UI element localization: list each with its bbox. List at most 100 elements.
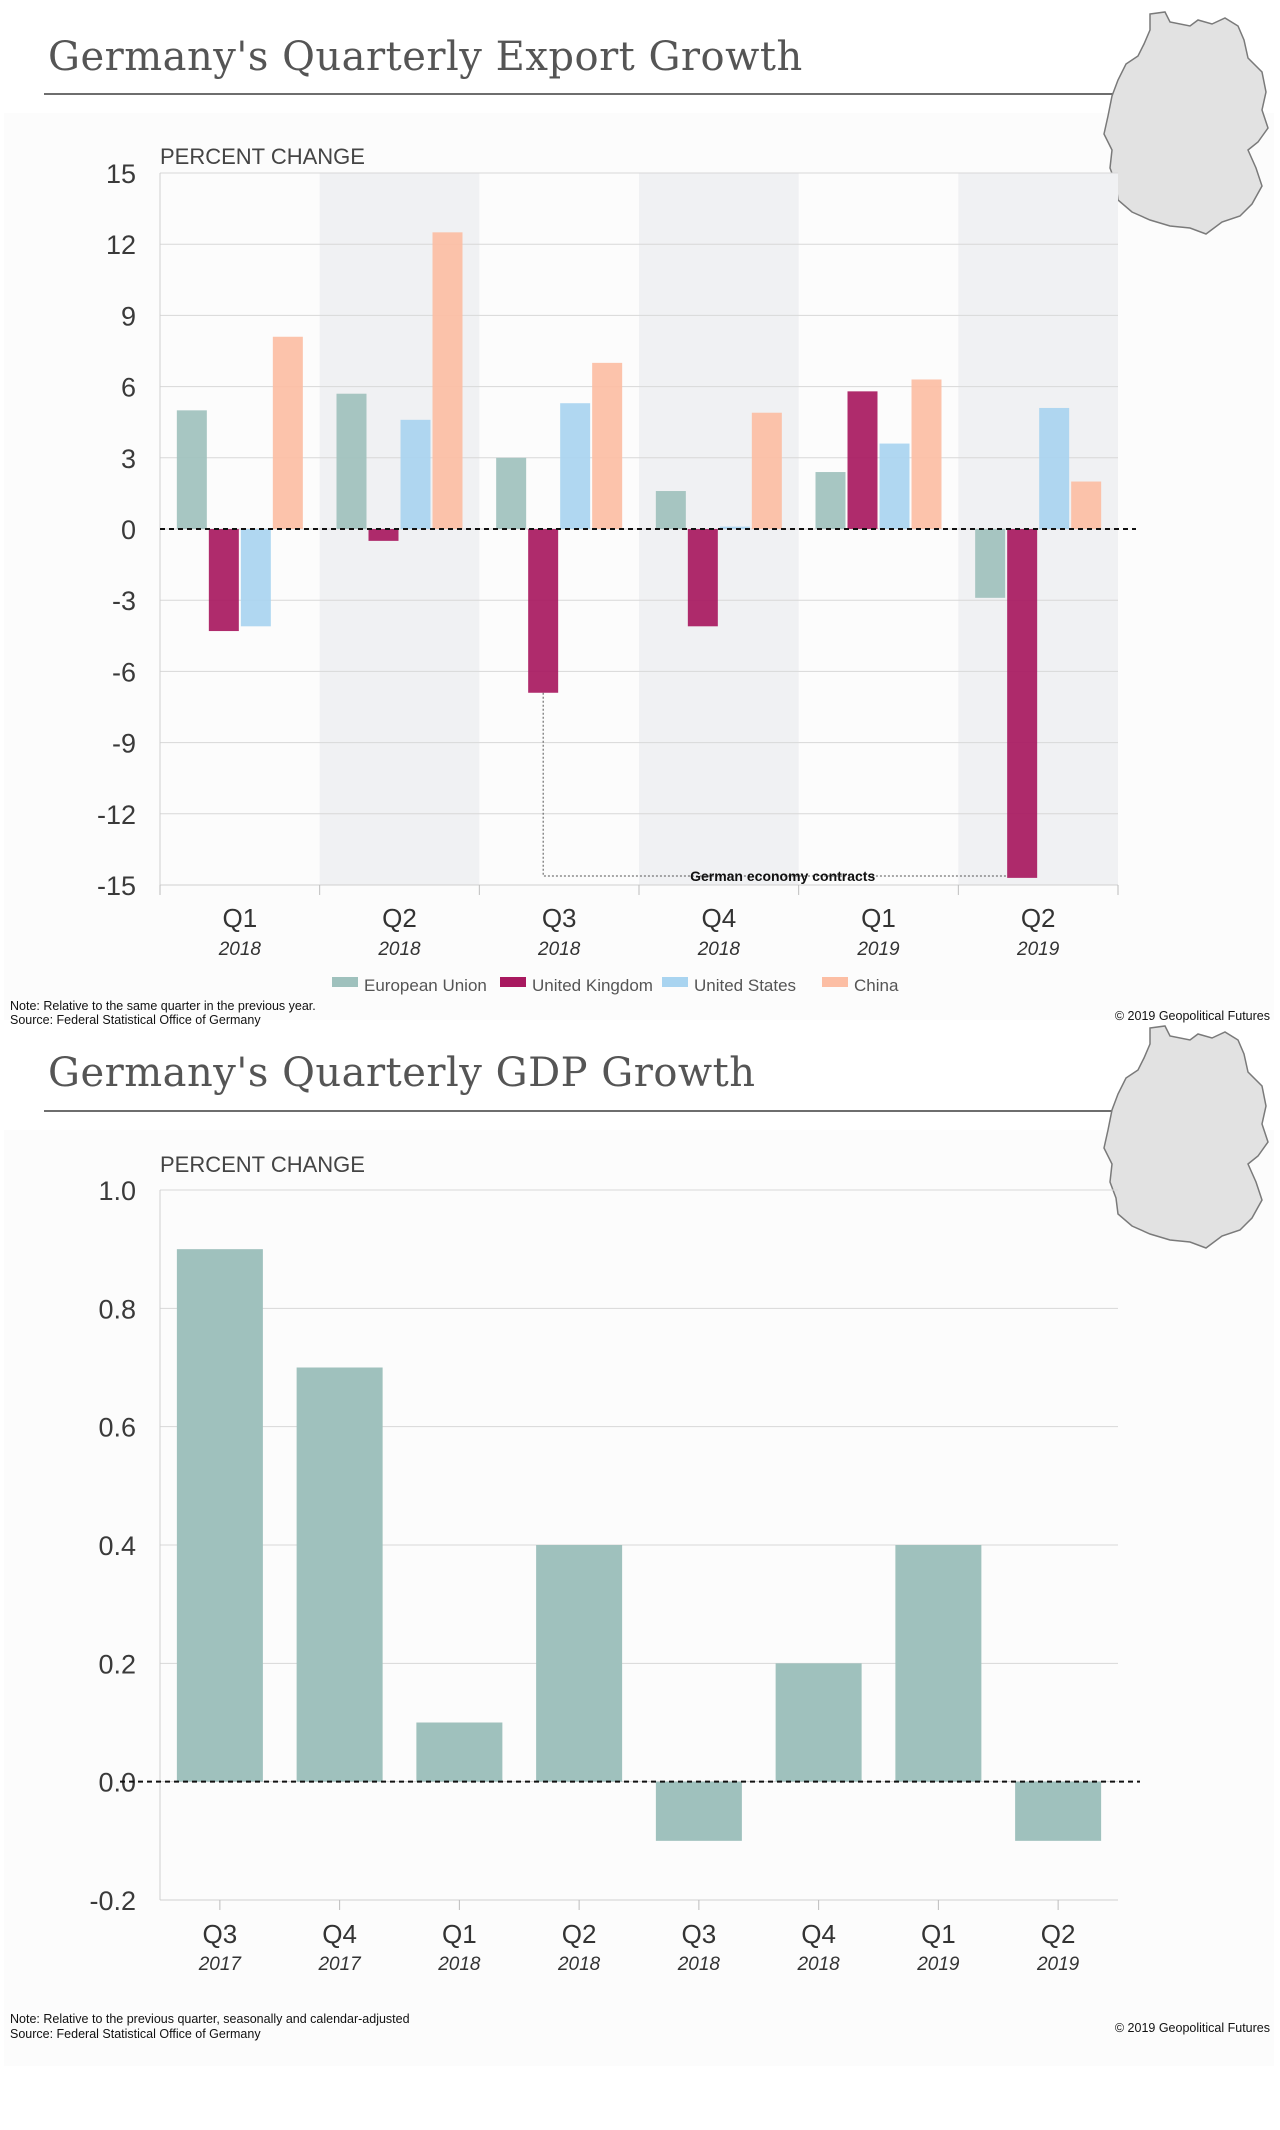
x-tick-label: Q3 <box>203 1919 238 1949</box>
y-axis-title: PERCENT CHANGE <box>160 144 365 169</box>
x-tick-label: Q1 <box>861 903 896 933</box>
x-tick-label: Q1 <box>442 1919 477 1949</box>
y-tick-label: 0.0 <box>98 1768 136 1798</box>
y-tick-label: 0.4 <box>98 1531 136 1561</box>
x-tick-label: Q4 <box>801 1919 836 1949</box>
x-tick-year: 2019 <box>856 939 900 960</box>
x-tick-year: 2019 <box>1016 939 1060 960</box>
x-tick-label: Q2 <box>382 903 417 933</box>
bar-united-kingdom <box>687 529 718 627</box>
chart-note: Note: Relative to the same quarter in th… <box>10 999 316 1013</box>
chart-source: Source: Federal Statistical Office of Ge… <box>10 1013 261 1027</box>
bar-united-kingdom <box>1007 529 1038 878</box>
title-rule <box>44 1110 1124 1112</box>
y-tick-label: -0.2 <box>89 1886 136 1916</box>
x-tick-year: 2018 <box>557 1954 601 1975</box>
contraction-annotation: German economy contracts <box>542 692 1008 884</box>
bar-united-states <box>719 526 750 529</box>
x-tick-year: 2017 <box>317 1954 362 1975</box>
bar-gdp <box>1015 1781 1102 1841</box>
legend-label: United States <box>694 976 796 995</box>
y-tick-label: 12 <box>106 230 136 260</box>
gdp-chart: PERCENT CHANGE 1.0 0.8 0.6 0.4 0.2 0.0 -0.2 Q3… <box>10 1025 1270 2041</box>
legend-swatch <box>332 977 358 987</box>
chart-source: Source: Federal Statistical Office of Ge… <box>10 2027 261 2041</box>
x-tick-year: 2018 <box>697 939 741 960</box>
x-tick-label: Q1 <box>921 1919 956 1949</box>
x-tick-year: 2018 <box>218 939 262 960</box>
title-rule <box>44 93 1124 95</box>
bar-gdp <box>536 1545 623 1782</box>
bar-gdp <box>655 1781 742 1841</box>
copyright: © 2019 Geopolitical Futures <box>1115 1009 1270 1023</box>
bar-european-union <box>975 529 1006 598</box>
bar-united-states <box>400 419 431 529</box>
export-chart: PERCENT CHANGE 15 12 9 6 3 0 -3 -6 -9 -12 -15 Germ… <box>10 11 1270 1027</box>
bar-gdp <box>895 1545 982 1782</box>
germany-map-icon <box>1103 11 1269 235</box>
chart-title: Germany's Quarterly GDP Growth <box>48 1050 756 1096</box>
bar-european-union <box>336 393 367 529</box>
bar-gdp <box>176 1249 263 1782</box>
x-tick-year: 2017 <box>198 1954 243 1975</box>
x-tick-label: Q2 <box>1041 1919 1076 1949</box>
chart-title: Germany's Quarterly Export Growth <box>48 34 803 80</box>
y-tick-label: -9 <box>112 729 136 759</box>
legend-swatch <box>500 977 526 987</box>
x-tick-label: Q2 <box>1021 903 1056 933</box>
legend-label: United Kingdom <box>532 976 653 995</box>
x-tick-year: 2019 <box>1036 1954 1080 1975</box>
legend-label: European Union <box>364 976 487 995</box>
y-tick-label: 0.2 <box>98 1649 136 1679</box>
bar-european-union <box>815 472 846 529</box>
x-tick-label: Q3 <box>542 903 577 933</box>
x-tick-label: Q2 <box>562 1919 597 1949</box>
y-axis-title: PERCENT CHANGE <box>160 1152 365 1177</box>
y-tick-label: 15 <box>106 159 136 189</box>
bar-united-states <box>1039 407 1070 529</box>
annotation-label: German economy contracts <box>690 868 875 884</box>
bar-gdp <box>296 1367 383 1782</box>
copyright: © 2019 Geopolitical Futures <box>1115 2021 1270 2035</box>
bar-european-union <box>176 410 207 529</box>
germany-map-icon <box>1103 1025 1269 1249</box>
bar-china <box>592 362 623 529</box>
bar-united-states <box>560 403 591 529</box>
bar-china <box>751 412 782 529</box>
bar-united-states <box>879 443 910 529</box>
export-chart-panel: Germany's Quarterly Export Growth PERCEN… <box>0 0 1280 1027</box>
x-tick-year: 2018 <box>377 939 421 960</box>
bar-european-union <box>496 457 527 529</box>
bar-gdp <box>416 1722 503 1782</box>
chart-note: Note: Relative to the previous quarter, … <box>10 2012 410 2026</box>
x-tick-label: Q3 <box>682 1919 717 1949</box>
x-tick-year: 2018 <box>437 1954 481 1975</box>
y-tick-label: 0 <box>121 515 136 545</box>
bar-united-kingdom <box>208 529 239 632</box>
bar-china <box>432 232 463 530</box>
y-tick-label: 0.8 <box>98 1294 136 1324</box>
x-tick-year: 2018 <box>796 1954 840 1975</box>
bar-united-states <box>240 529 271 627</box>
y-tick-label: -6 <box>112 657 136 687</box>
bar-china <box>911 379 942 529</box>
bar-united-kingdom <box>368 529 399 541</box>
y-tick-label: 9 <box>121 301 136 331</box>
x-tick-label: Q4 <box>322 1919 357 1949</box>
y-tick-label: 6 <box>121 373 136 403</box>
x-tick-year: 2019 <box>916 1954 960 1975</box>
x-tick-label: Q1 <box>222 903 257 933</box>
x-tick-label: Q4 <box>701 903 736 933</box>
legend-swatch <box>662 977 688 987</box>
bar-china <box>272 336 303 529</box>
bar-gdp <box>775 1663 862 1782</box>
legend-label: China <box>854 976 899 995</box>
y-tick-label: -3 <box>112 586 136 616</box>
bar-united-kingdom <box>528 529 559 693</box>
y-tick-label: 3 <box>121 444 136 474</box>
x-tick-year: 2018 <box>537 939 581 960</box>
y-tick-label: -15 <box>97 871 136 901</box>
gdp-chart-panel: Germany's Quarterly GDP Growth PERCENT C… <box>0 1020 1280 2130</box>
y-tick-label: 0.6 <box>98 1413 136 1443</box>
bar-united-kingdom <box>847 391 878 529</box>
